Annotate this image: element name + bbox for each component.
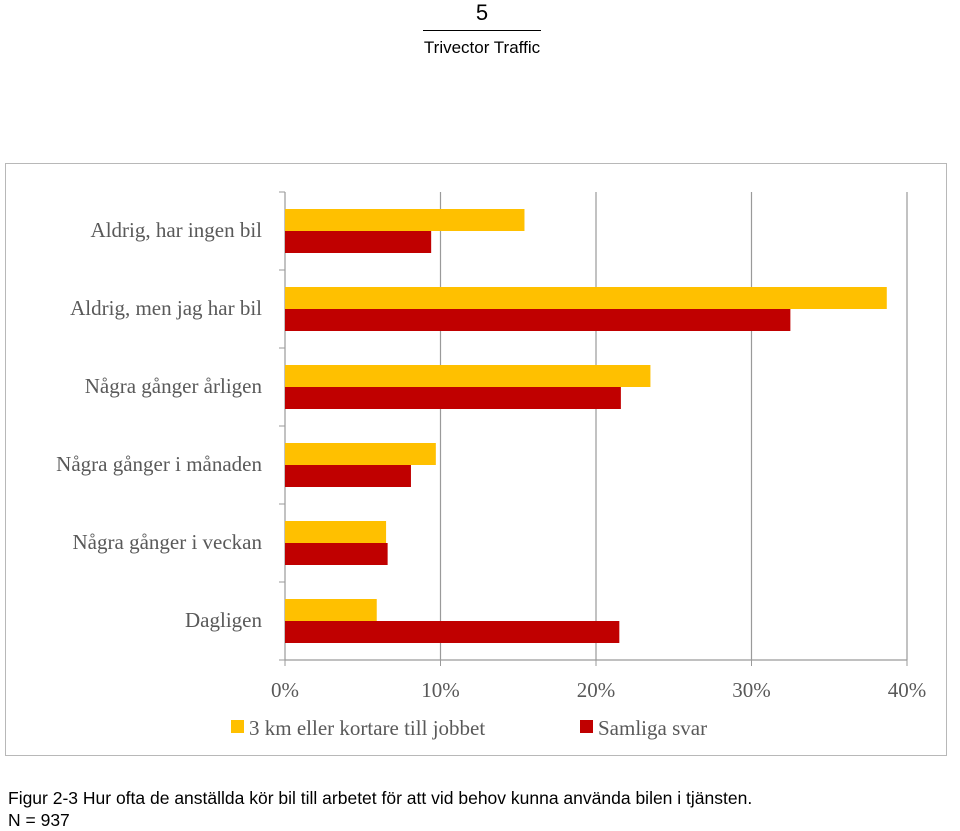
category-label: Aldrig, har ingen bil	[91, 218, 263, 242]
x-tick-label: 20%	[577, 678, 616, 702]
page-number: 5	[423, 0, 541, 31]
x-tick-label: 10%	[421, 678, 460, 702]
x-tick-label: 40%	[888, 678, 927, 702]
bar	[285, 521, 387, 543]
legend-swatch	[580, 720, 593, 733]
category-label: Några gånger i veckan	[73, 530, 263, 554]
bar	[285, 621, 620, 643]
bar	[285, 387, 621, 409]
bar	[285, 443, 436, 465]
bar	[285, 465, 411, 487]
company-name: Trivector Traffic	[423, 38, 541, 57]
page-header: 5 Trivector Traffic	[0, 0, 960, 70]
legend-label: 3 km eller kortare till jobbet	[249, 716, 485, 740]
legend-swatch	[231, 720, 244, 733]
category-label: Några gånger årligen	[85, 374, 263, 398]
bar	[285, 365, 651, 387]
bar	[285, 209, 525, 231]
category-label: Några gånger i månaden	[56, 452, 262, 476]
bar	[285, 543, 388, 565]
x-tick-label: 30%	[732, 678, 771, 702]
caption-line-1: Figur 2-3 Hur ofta de anställda kör bil …	[8, 788, 753, 808]
bar	[285, 287, 887, 309]
x-tick-label: 0%	[271, 678, 299, 702]
caption-line-2: N = 937	[8, 810, 70, 830]
category-label: Dagligen	[185, 608, 262, 632]
bar	[285, 231, 432, 253]
category-label: Aldrig, men jag har bil	[70, 296, 262, 320]
chart-frame	[5, 163, 947, 756]
legend-label: Samliga svar	[598, 716, 707, 740]
bar	[285, 309, 791, 331]
bar	[285, 599, 377, 621]
figure-caption: Figur 2-3 Hur ofta de anställda kör bil …	[8, 787, 958, 831]
